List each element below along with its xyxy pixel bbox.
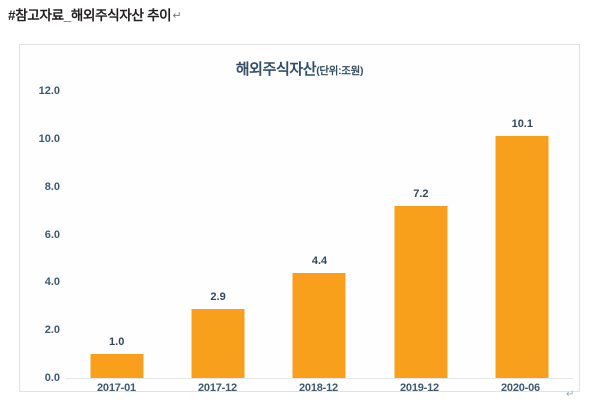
bar-slot: 2.9: [167, 91, 268, 378]
bar-value-label: 2.9: [210, 290, 226, 303]
y-axis-tick-label: 10.0: [38, 132, 60, 145]
document-header-text: #참고자료_해외주식자산 추이: [8, 8, 172, 23]
bar[interactable]: [292, 272, 346, 378]
bar-value-label: 4.4: [311, 254, 328, 267]
bar-value-label: 10.1: [511, 118, 533, 131]
bar-value-label: 7.2: [413, 187, 429, 200]
paragraph-return-icon: ↵: [172, 10, 182, 22]
bar[interactable]: [90, 354, 144, 378]
x-axis-tick-label: 2020-06: [501, 382, 540, 394]
y-axis-tick-label: 12.0: [38, 85, 60, 97]
chart-title: 해외주식자산: [235, 61, 317, 78]
y-axis: 0.0 2.0 4.0 6.0 8.0 10.0 12.0: [20, 85, 66, 384]
bar-value-label: 1.0: [109, 336, 125, 349]
document-header: #참고자료_해외주식자산 추이↵: [8, 7, 182, 25]
bar[interactable]: [394, 205, 448, 378]
bar-slot: 4.4: [269, 91, 370, 378]
bar[interactable]: [495, 136, 549, 378]
x-axis-tick-label: 2017-12: [198, 382, 237, 394]
bar-slot: 10.1: [472, 91, 573, 378]
bar-slot: 7.2: [370, 91, 471, 378]
chart-unit-label: (단위:조원): [316, 65, 364, 77]
y-axis-tick-label: 2.0: [44, 324, 60, 337]
bars-layer: 1.0 2.9 4.4 7.2 10.1: [66, 91, 573, 378]
bar-slot: 1.0: [66, 91, 167, 378]
axis-baseline: [66, 378, 573, 379]
y-axis-tick-label: 0.0: [44, 372, 60, 384]
x-axis: 2017-01 2017-12 2018-12 2019-12 2020-06: [66, 378, 571, 400]
plot-area: 0.0 2.0 4.0 6.0 8.0 10.0 12.0 1.0 2.9 4.4 7.2 10.1: [20, 85, 581, 384]
chart-container: 해외주식자산(단위:조원) 0.0 2.0 4.0 6.0 8.0 10.0 12.0 1.…: [19, 44, 581, 394]
bar[interactable]: [191, 308, 245, 378]
corner-return-icon: ↵: [566, 389, 575, 400]
y-axis-tick-label: 6.0: [44, 228, 60, 241]
y-axis-tick-label: 8.0: [44, 180, 60, 193]
x-axis-tick-label: 2017-01: [97, 382, 136, 394]
x-axis-tick-label: 2019-12: [400, 382, 439, 394]
chart-title-block: 해외주식자산(단위:조원): [20, 58, 579, 79]
y-axis-tick-label: 4.0: [44, 276, 60, 289]
x-axis-tick-label: 2018-12: [299, 382, 338, 394]
